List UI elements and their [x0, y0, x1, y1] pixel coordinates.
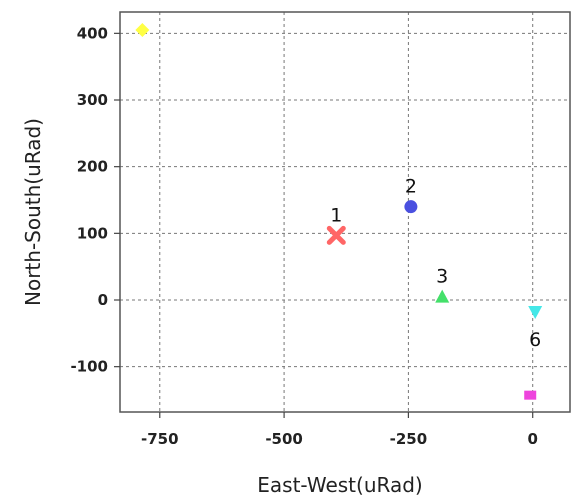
x-tick-label: -250 — [390, 430, 428, 448]
x-tick-label: -500 — [265, 430, 303, 448]
circle-marker — [404, 200, 418, 214]
plot-frame — [119, 11, 571, 413]
grid — [120, 12, 570, 412]
square-marker — [524, 390, 537, 400]
y-tick-label: 100 — [77, 224, 108, 242]
y-tick-label: 200 — [77, 158, 108, 176]
y-tick-label: 400 — [77, 24, 108, 42]
x-tick-label: 0 — [527, 430, 537, 448]
point-label: 2 — [405, 176, 417, 198]
x-axis-title: East-West(uRad) — [257, 473, 422, 497]
x-axis: -750 -500 -250 0 — [141, 412, 538, 448]
y-tick-label: -100 — [70, 358, 108, 376]
down-triangle-marker — [528, 306, 543, 319]
point-label: 1 — [330, 204, 342, 226]
point-label: 3 — [436, 266, 448, 288]
y-axis: -100 0 100 200 300 400 — [70, 24, 120, 376]
x-tick-label: -750 — [141, 430, 179, 448]
y-axis-title: North-South(uRad) — [21, 118, 45, 306]
point-label: 6 — [529, 329, 541, 351]
diamond-marker — [135, 23, 150, 37]
triangle-marker — [435, 289, 450, 303]
y-tick-label: 0 — [98, 291, 108, 309]
data-points: 1 2 3 6 — [135, 23, 543, 400]
x-marker — [326, 225, 346, 245]
y-tick-label: 300 — [77, 91, 108, 109]
